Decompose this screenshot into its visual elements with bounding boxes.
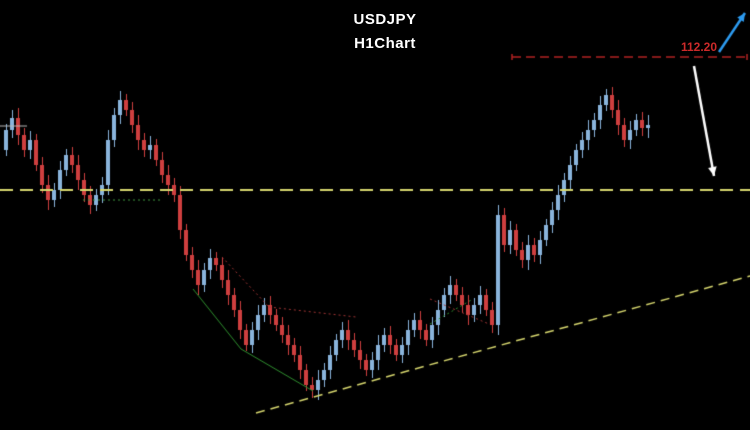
timeframe-title: H1Chart: [354, 35, 416, 52]
symbol-title: USDJPY: [353, 11, 417, 28]
resistance-price-label: 112.20: [680, 40, 717, 54]
chart-title: USDJPY H1Chart: [300, 8, 470, 56]
